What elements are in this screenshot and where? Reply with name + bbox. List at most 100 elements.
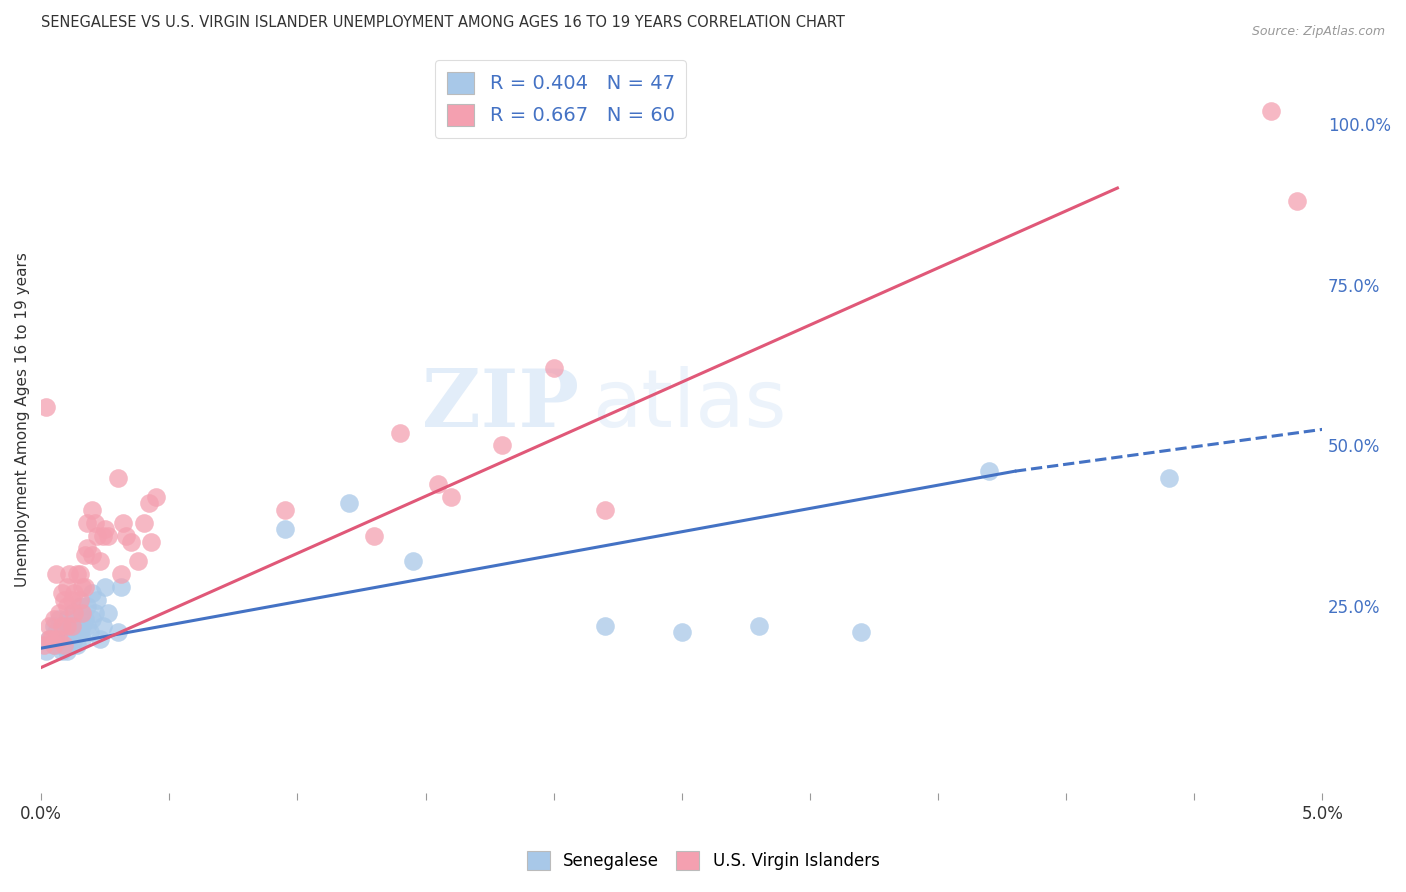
Point (69, 593, 91, 607)
Point (748, 618, 770, 632)
Point (1260, 103, 1282, 118)
Point (543, 361, 565, 376)
Point (1285, 194, 1308, 208)
Point (402, 554, 425, 568)
Point (273, 503, 295, 517)
Point (60, 618, 83, 632)
Point (60, 606, 83, 620)
Point (70, 618, 93, 632)
Point (141, 535, 163, 549)
Point (79, 625, 101, 640)
Point (94, 522, 117, 536)
Point (53, 638, 76, 652)
Point (60, 638, 83, 652)
Point (35, 400, 58, 414)
Point (42, 618, 65, 632)
Point (76, 599, 98, 614)
Point (55, 618, 77, 632)
Point (91, 528, 114, 542)
Point (97, 606, 120, 620)
Point (63, 632, 86, 646)
Point (76, 516, 98, 530)
Point (48, 632, 70, 646)
Point (38, 632, 60, 646)
Point (86, 593, 108, 607)
Point (53, 593, 76, 607)
Point (427, 477, 450, 491)
Point (70, 580, 93, 594)
Point (70, 632, 93, 646)
Point (66, 567, 89, 582)
Point (114, 528, 136, 542)
Point (55, 612, 77, 626)
Point (337, 496, 360, 510)
Text: atlas: atlas (592, 366, 786, 444)
Point (42, 612, 65, 626)
Point (55, 580, 77, 594)
Point (82, 548, 104, 562)
Point (91, 618, 114, 632)
Point (58, 625, 80, 640)
Point (63, 606, 86, 620)
Point (107, 470, 129, 484)
Point (45, 625, 67, 640)
Point (55, 644, 77, 658)
Point (63, 618, 86, 632)
Point (110, 580, 132, 594)
Point (94, 580, 117, 594)
Point (38, 618, 60, 632)
Point (42, 638, 65, 652)
Point (112, 516, 135, 530)
Point (60, 593, 83, 607)
Point (89, 632, 111, 646)
Point (979, 464, 1001, 478)
Point (69, 625, 91, 640)
Point (48, 612, 70, 626)
Point (51, 618, 73, 632)
Point (128, 554, 150, 568)
Point (388, 425, 411, 440)
Point (120, 535, 142, 549)
Point (66, 638, 89, 652)
Point (70, 606, 93, 620)
Point (84, 516, 107, 530)
Point (73, 612, 96, 626)
Point (82, 503, 104, 517)
Point (1157, 470, 1180, 484)
Point (51, 644, 73, 658)
Point (66, 612, 89, 626)
Point (107, 625, 129, 640)
Point (73, 580, 96, 594)
Point (76, 541, 98, 556)
Point (84, 606, 107, 620)
Point (145, 490, 167, 504)
Legend: Senegalese, U.S. Virgin Islanders: Senegalese, U.S. Virgin Islanders (520, 844, 886, 877)
Point (51, 632, 73, 646)
Point (63, 586, 86, 600)
Point (593, 503, 616, 517)
Point (671, 625, 693, 640)
Text: Source: ZipAtlas.com: Source: ZipAtlas.com (1251, 25, 1385, 38)
Point (86, 528, 108, 542)
Point (69, 567, 91, 582)
Point (38, 632, 60, 646)
Text: SENEGALESE VS U.S. VIRGIN ISLANDER UNEMPLOYMENT AMONG AGES 16 TO 19 YEARS CORREL: SENEGALESE VS U.S. VIRGIN ISLANDER UNEMP… (41, 15, 845, 30)
Point (51, 586, 73, 600)
Text: ZIP: ZIP (422, 366, 579, 444)
Y-axis label: Unemployment Among Ages 16 to 19 years: Unemployment Among Ages 16 to 19 years (15, 252, 30, 587)
Point (110, 567, 132, 582)
Point (82, 586, 104, 600)
Point (273, 522, 295, 536)
Point (593, 618, 616, 632)
Point (45, 632, 67, 646)
Point (45, 567, 67, 582)
Legend: R = 0.404   N = 47, R = 0.667   N = 60: R = 0.404 N = 47, R = 0.667 N = 60 (436, 60, 686, 138)
Point (132, 516, 155, 530)
Point (48, 638, 70, 652)
Point (48, 606, 70, 620)
Point (55, 599, 77, 614)
Point (76, 618, 98, 632)
Point (41, 632, 63, 646)
Point (363, 528, 385, 542)
Point (89, 554, 111, 568)
